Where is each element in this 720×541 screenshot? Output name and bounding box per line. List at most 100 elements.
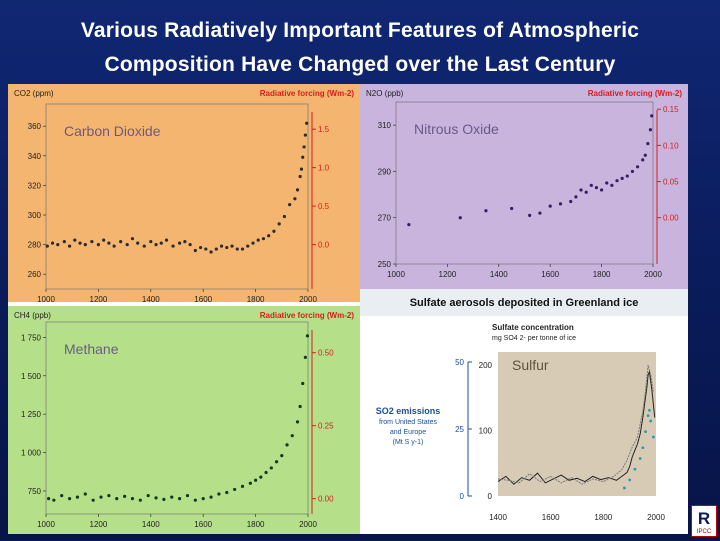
co2-data-point (56, 243, 60, 247)
n2o-x-tick-label: 1800 (593, 270, 611, 279)
co2-data-point (45, 244, 49, 248)
co2-data-point (293, 197, 297, 201)
so2-label-line: (Mt S y-1) (393, 439, 424, 446)
ch4-x-tick-label: 1600 (194, 520, 212, 529)
n2o-background (360, 84, 688, 289)
ch4-data-point (107, 493, 111, 498)
co2-data-point (107, 241, 111, 245)
co2-x-tick-label: 1200 (90, 295, 108, 304)
so2-emission-point (641, 446, 645, 450)
ch4-data-point (178, 497, 182, 501)
ch4-data-point (123, 494, 127, 498)
co2-data-point (90, 240, 94, 244)
so2-label-line: SO2 emissions (376, 406, 441, 416)
n2o-forcing-label: Radiative forcing (Wm-2) (588, 89, 683, 98)
ch4-data-point (146, 493, 150, 498)
ch4-y-tick-label: 1 250 (21, 410, 42, 419)
ch4-forcing-label: Radiative forcing (Wm-2) (260, 311, 355, 320)
co2-data-point (119, 240, 123, 244)
n2o-x-tick-label: 1400 (490, 270, 508, 279)
so2-emission-point (646, 414, 650, 417)
co2-data-point (214, 247, 218, 251)
so2-tick-label: 50 (455, 358, 464, 367)
n2o-plot-frame (395, 101, 654, 265)
ch4-data-point (47, 497, 51, 501)
ch4-data-point (305, 334, 310, 338)
n2o-data-point (648, 128, 653, 132)
co2-data-point (235, 247, 239, 251)
co2-data-point (154, 243, 158, 247)
co2-forcing-tick-label: 0.0 (318, 241, 330, 250)
n2o-data-point (605, 181, 609, 185)
ch4-data-point (138, 498, 142, 502)
n2o-data-point (569, 199, 573, 204)
n2o-forcing-tick-label: 0.10 (663, 141, 679, 150)
ch4-x-tick-label: 1000 (37, 520, 55, 529)
n2o-data-point (548, 204, 552, 208)
sulfur-y-tick-label: 100 (479, 427, 493, 436)
n2o-data-point (584, 190, 588, 194)
n2o-data-point (484, 209, 488, 213)
ch4-y-tick-label: 750 (28, 487, 42, 496)
so2-emission-point (623, 486, 626, 490)
co2-y-tick-label: 260 (28, 270, 42, 279)
co2-x-tick-label: 1800 (247, 295, 265, 304)
n2o-data-point (558, 202, 563, 206)
co2-data-point (78, 241, 82, 245)
ch4-data-point (254, 478, 258, 482)
sulfur-chart: Sulfate aerosols deposited in Greenland … (360, 289, 688, 534)
co2-data-point (251, 241, 255, 245)
co2-data-point (50, 241, 55, 245)
ch4-data-point (154, 496, 158, 500)
co2-data-point (219, 244, 224, 248)
n2o-data-point (615, 179, 619, 183)
ch4-data-point (115, 497, 119, 501)
so2-emission-point (648, 408, 651, 412)
so2-tick-label: 25 (455, 425, 464, 434)
n2o-data-point (589, 183, 593, 187)
ch4-data-point (201, 497, 205, 501)
sulfur-x-tick-label: 1400 (489, 513, 507, 522)
co2-data-point (303, 133, 307, 137)
ipcc-logo-mark: R IPCC (697, 509, 712, 535)
co2-y-tick-label: 280 (28, 241, 42, 250)
co2-data-point (204, 247, 208, 251)
n2o-x-tick-label: 2000 (644, 270, 662, 279)
n2o-y-tick-label: 270 (378, 214, 392, 223)
co2-y-tick-label: 300 (28, 211, 42, 220)
n2o-x-tick-label: 1000 (387, 270, 405, 279)
sulfur-series-line (497, 364, 654, 485)
co2-data-point (67, 244, 72, 248)
ch4-data-point (233, 487, 237, 492)
ch4-data-point (303, 355, 307, 359)
logo-letter: R (698, 509, 710, 528)
co2-data-point (62, 240, 66, 244)
ch4-forcing-tick-label: 0.00 (318, 495, 334, 504)
co2-data-point (305, 121, 309, 125)
n2o-x-tick-label: 1600 (541, 270, 559, 279)
so2-emission-point (633, 467, 637, 471)
ch4-data-point (285, 443, 289, 447)
ch4-x-tick-label: 1200 (90, 520, 108, 529)
ch4-title: Methane (64, 341, 119, 357)
ch4-data-point (269, 466, 273, 470)
title-line-1: Various Radiatively Important Features o… (80, 19, 640, 42)
co2-forcing-tick-label: 0.5 (318, 202, 330, 211)
ch4-x-tick-label: 1400 (142, 520, 160, 529)
sulfur-title: Sulfur (512, 357, 549, 373)
co2-x-tick-label: 2000 (299, 295, 317, 304)
co2-data-point (188, 243, 192, 247)
co2-data-point (193, 248, 197, 253)
n2o-x-tick-label: 1200 (439, 270, 457, 279)
so2-emission-point (638, 457, 642, 460)
co2-data-point (299, 167, 304, 171)
co2-background (8, 84, 360, 302)
n2o-data-point (643, 153, 647, 157)
ch4-data-point (295, 420, 300, 424)
co2-data-point (230, 244, 234, 248)
co2-plot-frame (45, 103, 309, 290)
sulfur-plot-area (498, 352, 656, 496)
co2-x-tick-label: 1400 (142, 295, 160, 304)
ch4-y-tick-label: 1 750 (21, 333, 42, 342)
ch4-data-point (162, 497, 166, 502)
